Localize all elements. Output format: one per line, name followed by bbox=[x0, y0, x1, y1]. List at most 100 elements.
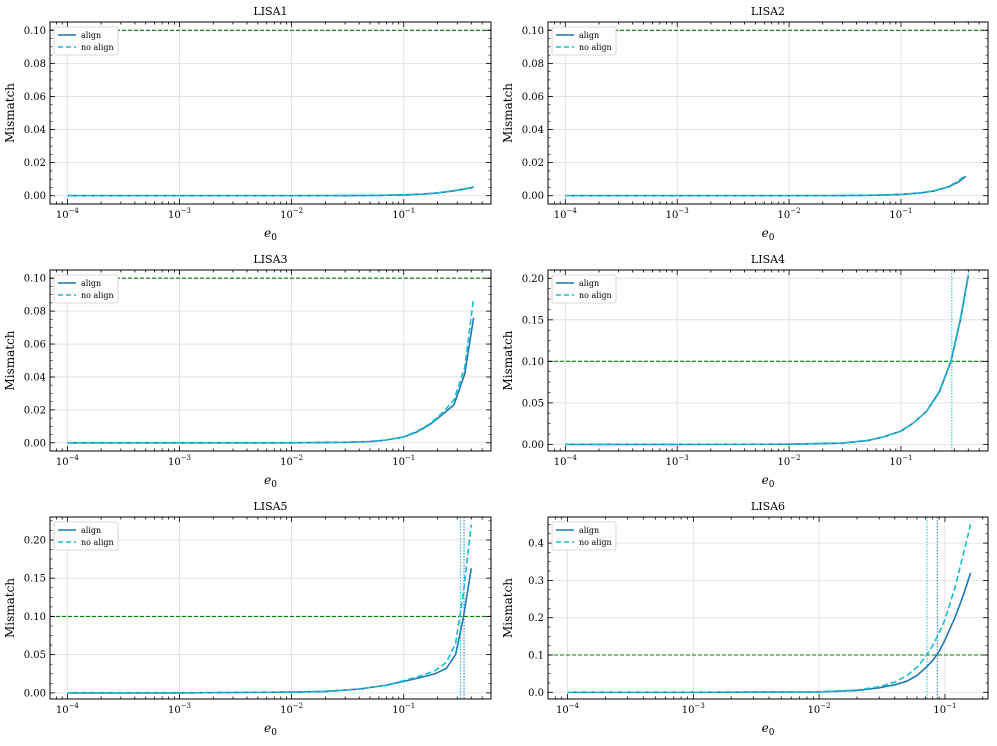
y-tick-label: 0.00 bbox=[522, 191, 544, 202]
x-tick-base: 10 bbox=[168, 457, 181, 468]
legend-label: no align bbox=[579, 43, 612, 52]
x-tick-exponent: −1 bbox=[902, 207, 912, 215]
series-line-align bbox=[67, 568, 473, 694]
x-tick-exponent: −2 bbox=[790, 207, 800, 215]
series-line-no-align bbox=[565, 274, 970, 446]
x-tick-exponent: −1 bbox=[405, 454, 415, 462]
x-axis-label-subscript: 0 bbox=[769, 728, 775, 738]
series-line-no-align bbox=[567, 524, 972, 694]
x-axis-label-base: e bbox=[264, 721, 271, 735]
x-tick-label: 10−4 bbox=[554, 454, 578, 468]
legend-label: no align bbox=[81, 291, 114, 300]
x-tick-exponent: −1 bbox=[405, 207, 415, 215]
plot-frame bbox=[547, 269, 989, 452]
y-tick-label: 0.0 bbox=[528, 688, 544, 699]
x-tick-base: 10 bbox=[280, 457, 293, 468]
legend-label: no align bbox=[579, 291, 612, 300]
x-tick-base: 10 bbox=[556, 705, 569, 716]
y-tick-label: 0.00 bbox=[24, 191, 46, 202]
y-axis-label: Mismatch bbox=[501, 578, 515, 638]
x-tick-label: 10−2 bbox=[808, 702, 831, 716]
x-tick-base: 10 bbox=[682, 705, 695, 716]
y-tick-label: 0.05 bbox=[522, 398, 544, 409]
x-axis-label-subscript: 0 bbox=[271, 728, 277, 738]
x-tick-base: 10 bbox=[392, 457, 405, 468]
x-tick-base: 10 bbox=[889, 457, 902, 468]
x-tick-base: 10 bbox=[280, 705, 293, 716]
x-tick-label: 10−2 bbox=[280, 454, 303, 468]
series-line-align bbox=[67, 317, 475, 444]
x-tick-base: 10 bbox=[666, 457, 679, 468]
x-axis-label-subscript: 0 bbox=[271, 233, 277, 243]
series-line-align bbox=[567, 572, 972, 694]
x-tick-label: 10−2 bbox=[778, 454, 801, 468]
x-tick-base: 10 bbox=[808, 705, 821, 716]
legend-box bbox=[53, 26, 119, 56]
x-axis-label-base: e bbox=[762, 226, 769, 240]
x-tick-exponent: −4 bbox=[567, 207, 578, 215]
x-tick-exponent: −2 bbox=[790, 454, 800, 462]
y-tick-label: 0.02 bbox=[24, 405, 46, 416]
y-tick-label: 0.4 bbox=[528, 539, 544, 550]
x-tick-label: 10−3 bbox=[168, 702, 191, 716]
x-axis-label: e0 bbox=[264, 226, 277, 243]
y-axis-label: Mismatch bbox=[3, 578, 17, 638]
series-line-no-align bbox=[565, 174, 967, 197]
x-tick-label: 10−2 bbox=[280, 702, 303, 716]
y-tick-label: 0.10 bbox=[24, 26, 46, 37]
x-axis-label-base: e bbox=[762, 721, 769, 735]
x-tick-base: 10 bbox=[889, 210, 902, 221]
y-tick-label: 0.08 bbox=[24, 59, 46, 70]
legend-label: align bbox=[579, 526, 599, 535]
y-tick-label: 0.15 bbox=[24, 574, 46, 585]
x-tick-base: 10 bbox=[56, 457, 69, 468]
x-tick-label: 10−1 bbox=[392, 702, 415, 716]
y-tick-label: 0.02 bbox=[522, 158, 544, 169]
x-tick-label: 10−4 bbox=[56, 207, 80, 221]
x-tick-label: 10−3 bbox=[168, 454, 191, 468]
x-tick-base: 10 bbox=[933, 705, 946, 716]
x-tick-exponent: −4 bbox=[69, 454, 80, 462]
panel-title: LISA5 bbox=[253, 500, 287, 513]
x-tick-base: 10 bbox=[666, 210, 679, 221]
chart-panel-2: 10−4 10−3 10−2 10−10.000.020.040.060.080.10… bbox=[501, 5, 989, 243]
x-tick-exponent: −4 bbox=[69, 207, 80, 215]
x-tick-base: 10 bbox=[392, 705, 405, 716]
y-tick-label: 0.20 bbox=[24, 535, 46, 546]
x-axis-label-base: e bbox=[762, 473, 769, 487]
x-tick-exponent: −2 bbox=[820, 702, 830, 710]
legend-label: no align bbox=[81, 538, 114, 547]
y-tick-label: 0.10 bbox=[522, 26, 544, 37]
y-tick-label: 0.02 bbox=[24, 158, 46, 169]
x-tick-base: 10 bbox=[56, 705, 69, 716]
x-tick-exponent: −3 bbox=[181, 702, 191, 710]
y-tick-label: 0.00 bbox=[24, 438, 46, 449]
series-line-no-align bbox=[67, 524, 473, 694]
chart-panel-3: 10−4 10−3 10−2 10−10.000.020.040.060.080.10… bbox=[3, 253, 492, 490]
x-tick-label: 10−4 bbox=[554, 207, 578, 221]
x-tick-base: 10 bbox=[554, 210, 567, 221]
legend-label: align bbox=[81, 279, 101, 288]
x-axis-label-subscript: 0 bbox=[769, 480, 775, 490]
x-axis-label: e0 bbox=[762, 226, 775, 243]
x-tick-label: 10−3 bbox=[682, 702, 705, 716]
legend: align no align bbox=[53, 274, 119, 304]
chart-panel-4: 10−4 10−3 10−2 10−10.000.050.100.150.20LISA… bbox=[501, 253, 989, 490]
panel-title: LISA2 bbox=[751, 5, 785, 18]
x-tick-exponent: −3 bbox=[678, 207, 688, 215]
y-axis-label: Mismatch bbox=[3, 83, 17, 143]
x-axis-label-subscript: 0 bbox=[271, 480, 277, 490]
x-tick-label: 10−4 bbox=[556, 702, 580, 716]
x-tick-label: 10−1 bbox=[889, 207, 912, 221]
y-axis-label: Mismatch bbox=[501, 83, 515, 143]
x-axis-label: e0 bbox=[762, 721, 775, 738]
x-tick-exponent: −1 bbox=[405, 702, 415, 710]
x-tick-exponent: −3 bbox=[678, 454, 688, 462]
x-tick-base: 10 bbox=[56, 210, 69, 221]
y-tick-label: 0.08 bbox=[24, 307, 46, 318]
x-tick-label: 10−1 bbox=[933, 702, 956, 716]
chart-panel-6: 10−4 10−3 10−2 10−10.00.10.20.30.4LISA6e0Mi… bbox=[501, 500, 989, 738]
x-tick-base: 10 bbox=[778, 457, 791, 468]
legend-label: no align bbox=[81, 43, 114, 52]
